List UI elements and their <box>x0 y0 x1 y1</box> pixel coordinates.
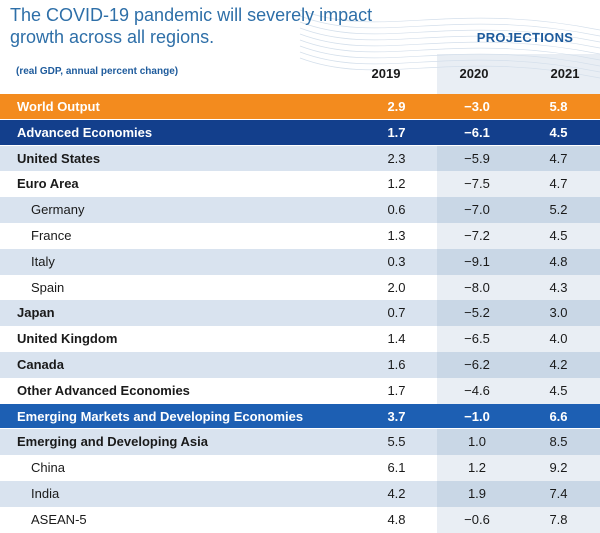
value-cell-2020: −0.6 <box>437 506 517 533</box>
value-cell-2021: 7.4 <box>517 480 600 507</box>
chart-subtitle: (real GDP, annual percent change) <box>16 66 179 77</box>
chart-title: The COVID-19 pandemic will severely impa… <box>10 4 400 48</box>
value-cell-2020: −6.1 <box>464 124 490 140</box>
value-cell-2019: 2.0 <box>387 279 406 295</box>
table-row: Germany 0.6 −7.0 5.2 <box>0 197 600 223</box>
value-cell-2020: −1.0 <box>464 408 490 424</box>
value-cell-2020: −8.0 <box>437 274 517 301</box>
value-cell-2019: 4.2 <box>356 480 437 507</box>
value-cell-2021: 5.2 <box>517 197 600 223</box>
title-line-1: The COVID-19 pandemic will severely impa… <box>10 5 373 25</box>
value-cell-2019: 1.7 <box>387 382 406 398</box>
row-label: France <box>31 227 72 243</box>
value-cell-2020: −6.5 <box>437 326 517 352</box>
projections-label: PROJECTIONS <box>476 30 574 45</box>
value-cell-2019: 0.7 <box>356 300 437 327</box>
value-cell-2021: 8.5 <box>517 429 600 456</box>
table-row: Italy 0.3 −9.1 4.8 <box>0 248 600 275</box>
value-cell-2019: 1.2 <box>387 176 406 192</box>
value-cell-2019: 1.7 <box>387 124 406 140</box>
value-cell-2021: 6.6 <box>549 408 568 424</box>
row-label: China <box>31 460 65 476</box>
row-separator <box>0 428 600 430</box>
value-cell-2019: 1.6 <box>356 351 437 378</box>
wave-pattern-graphic <box>299 9 600 79</box>
value-cell-2021: 9.2 <box>517 455 600 481</box>
table-row: Emerging Markets and Developing Economie… <box>0 403 600 430</box>
table-row: United Kingdom 1.4 −6.5 4.0 <box>0 326 600 352</box>
value-cell-2021: 5.8 <box>549 99 568 114</box>
header: The COVID-19 pandemic will severely impa… <box>0 0 600 92</box>
value-cell-2021: 4.7 <box>517 145 600 172</box>
table-row: Emerging and Developing Asia 5.5 1.0 8.5 <box>0 429 600 456</box>
value-cell-2019: 3.7 <box>387 408 406 424</box>
row-label: Emerging Markets and Developing Economie… <box>17 408 304 424</box>
value-cell-2020: −7.5 <box>437 171 517 198</box>
value-cell-2020: −9.1 <box>437 248 517 275</box>
value-cell-2019: 0.3 <box>356 248 437 275</box>
value-cell-2019: 1.3 <box>387 227 406 243</box>
column-header-2020: 2020 <box>459 66 489 81</box>
row-separator <box>0 144 600 146</box>
row-label: World Output <box>17 99 100 114</box>
value-cell-2019: 2.3 <box>356 145 437 172</box>
table-row: India 4.2 1.9 7.4 <box>0 480 600 507</box>
table-row: ASEAN-5 4.8 −0.6 7.8 <box>0 506 600 533</box>
value-cell-2019: 5.5 <box>356 429 437 456</box>
value-cell-2021: 4.5 <box>517 222 600 249</box>
table-row: Japan 0.7 −5.2 3.0 <box>0 300 600 327</box>
row-separator <box>0 118 600 120</box>
value-cell-2020: −4.6 <box>437 377 517 404</box>
table-row: France 1.3 −7.2 4.5 <box>0 222 600 249</box>
value-cell-2020: 1.9 <box>437 480 517 507</box>
value-cell-2019: 6.1 <box>387 460 406 476</box>
row-label: United Kingdom <box>17 331 118 347</box>
table-row: Euro Area 1.2 −7.5 4.7 <box>0 171 600 198</box>
column-header-2021: 2021 <box>550 66 580 81</box>
table-row: Other Advanced Economies 1.7 −4.6 4.5 <box>0 377 600 404</box>
value-cell-2020: −3.0 <box>464 99 490 114</box>
value-cell-2020: −5.2 <box>437 300 517 327</box>
value-cell-2021: 4.3 <box>517 274 600 301</box>
table-row: Canada 1.6 −6.2 4.2 <box>0 351 600 378</box>
table-row: Advanced Economies 1.7 −6.1 4.5 <box>0 119 600 146</box>
value-cell-2020: −7.0 <box>437 197 517 223</box>
value-cell-2021: 4.7 <box>517 171 600 198</box>
table-row: China 6.1 1.2 9.2 <box>0 455 600 481</box>
value-cell-2019: 4.8 <box>387 511 406 527</box>
value-cell-2021: 4.8 <box>517 248 600 275</box>
row-label: Other Advanced Economies <box>17 382 190 398</box>
value-cell-2021: 4.5 <box>517 377 600 404</box>
growth-table: World Output 2.9 −3.0 5.8 Advanced Economies… <box>0 94 600 533</box>
table-row: World Output 2.9 −3.0 5.8 <box>0 94 600 120</box>
row-label: Spain <box>31 279 65 295</box>
row-label: Advanced Economies <box>17 124 153 140</box>
value-cell-2021: 7.8 <box>517 506 600 533</box>
value-cell-2020: 1.0 <box>437 429 517 456</box>
value-cell-2021: 4.5 <box>549 124 568 140</box>
value-cell-2020: −6.2 <box>437 351 517 378</box>
value-cell-2021: 4.0 <box>517 326 600 352</box>
value-cell-2019: 1.4 <box>387 331 406 347</box>
title-line-2: growth across all regions. <box>10 27 215 47</box>
value-cell-2019: 2.9 <box>387 99 406 114</box>
value-cell-2020: −5.9 <box>437 145 517 172</box>
value-cell-2019: 0.6 <box>356 197 437 223</box>
row-label: ASEAN-5 <box>31 511 87 527</box>
value-cell-2020: 1.2 <box>437 455 517 481</box>
column-header-2019: 2019 <box>371 66 401 81</box>
value-cell-2020: −7.2 <box>437 222 517 249</box>
row-label: Euro Area <box>17 176 79 192</box>
table-row: United States 2.3 −5.9 4.7 <box>0 145 600 172</box>
value-cell-2021: 3.0 <box>517 300 600 327</box>
value-cell-2021: 4.2 <box>517 351 600 378</box>
table-row: Spain 2.0 −8.0 4.3 <box>0 274 600 301</box>
